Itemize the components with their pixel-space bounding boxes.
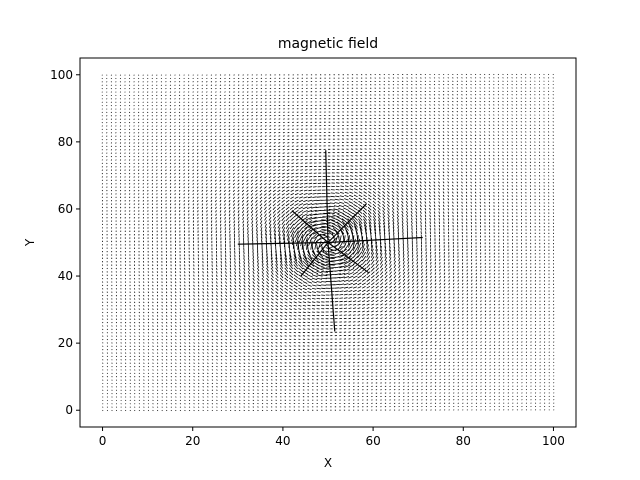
x-tick-label: 80 (456, 434, 471, 448)
y-tick-label: 60 (58, 202, 73, 216)
field-arrow-spike (291, 210, 329, 243)
y-tick-label: 80 (58, 135, 73, 149)
field-arrow-spike (325, 150, 329, 243)
field-arrow-spike (237, 241, 329, 245)
field-arrow-spike (327, 242, 369, 274)
x-tick-label: 0 (99, 434, 107, 448)
field-arrow-set (101, 73, 555, 412)
field-arrow-spike (327, 236, 423, 244)
field-arrows (101, 73, 555, 412)
x-axis-title: X (324, 456, 332, 470)
chart-title: magnetic field (278, 36, 378, 52)
y-tick-label: 20 (58, 336, 73, 350)
x-tick-label: 40 (275, 434, 290, 448)
y-axis-ticks: 0 20 40 60 80 100 (50, 68, 80, 417)
field-arrow-spike (327, 203, 367, 243)
y-tick-label: 0 (65, 403, 73, 417)
field-arrow-spike (300, 242, 329, 277)
x-axis-ticks: 0 20 40 60 80 100 (99, 427, 565, 448)
x-tick-label: 60 (365, 434, 380, 448)
y-axis-title: Y (23, 238, 37, 247)
plot-frame (79, 57, 577, 428)
y-tick-label: 40 (58, 269, 73, 283)
x-tick-label: 20 (185, 434, 200, 448)
field-arrow-spike (327, 242, 336, 332)
x-tick-label: 100 (542, 434, 565, 448)
y-tick-label: 100 (50, 68, 73, 82)
